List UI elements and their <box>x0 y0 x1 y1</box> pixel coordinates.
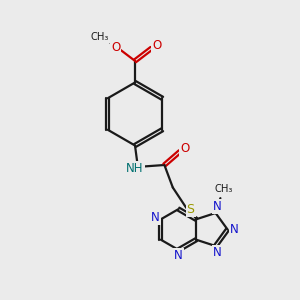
Text: O: O <box>111 40 120 54</box>
Text: N: N <box>174 249 183 262</box>
Text: CH₃: CH₃ <box>91 32 109 42</box>
Text: CH₃: CH₃ <box>214 184 232 194</box>
Text: N: N <box>213 246 222 259</box>
Text: N: N <box>151 211 160 224</box>
Text: O: O <box>152 39 161 52</box>
Text: N: N <box>230 223 239 236</box>
Text: NH: NH <box>126 162 144 175</box>
Text: O: O <box>180 142 189 155</box>
Text: N: N <box>213 200 222 213</box>
Text: S: S <box>187 203 194 216</box>
